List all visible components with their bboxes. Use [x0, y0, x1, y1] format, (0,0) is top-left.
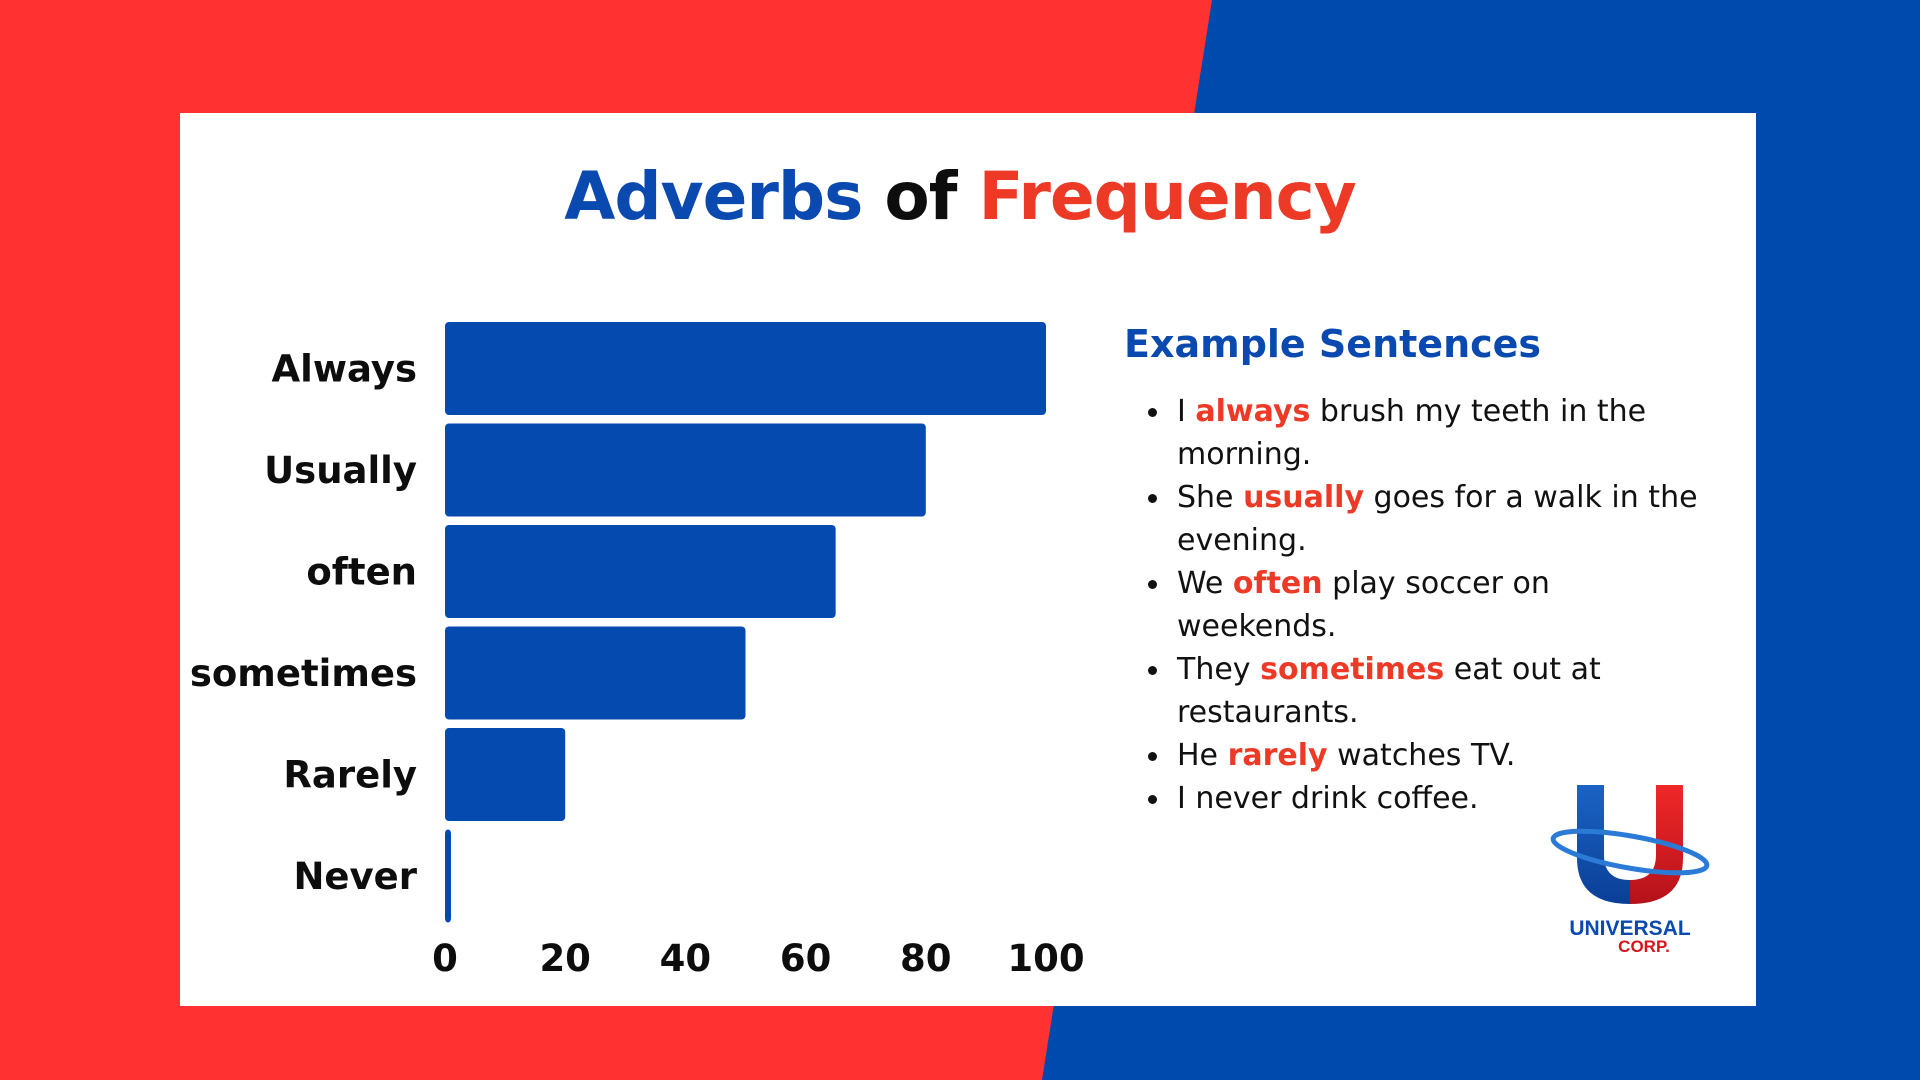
universal-corp-logo: UNIVERSAL CORP. — [1550, 785, 1710, 956]
sentence-text: He — [1177, 738, 1228, 773]
logo-orbit-icon — [1550, 828, 1710, 876]
content-card — [180, 113, 1756, 1006]
logo-text-universal: UNIVERSAL — [1569, 917, 1691, 940]
example-sentence: I always brush my teeth in the morning. — [1124, 390, 1714, 476]
bars-group — [445, 322, 1046, 923]
sentence-text: goes for a walk in the evening. — [1177, 480, 1698, 558]
bar-always — [445, 322, 1046, 415]
examples-heading: Example Sentences — [1124, 322, 1542, 366]
adverb-keyword: often — [1232, 566, 1323, 601]
bar-sometimes — [445, 626, 746, 720]
example-sentence: I never drink coffee. — [1124, 777, 1714, 820]
adverb-keyword: sometimes — [1260, 652, 1445, 687]
category-label-sometimes: sometimes — [190, 652, 417, 695]
category-label-usually: Usually — [264, 449, 417, 492]
sentence-text: I — [1177, 394, 1196, 429]
page-title: Adverbs of Frequency — [0, 158, 1920, 235]
x-tick-label-100: 100 — [1007, 937, 1084, 980]
x-tick-label-0: 0 — [432, 937, 458, 980]
x-tick-label-40: 40 — [660, 937, 712, 980]
sentence-text: She — [1177, 480, 1244, 515]
logo-text-corp: CORP. — [1618, 937, 1670, 956]
sentence-text: play soccer on weekends. — [1177, 566, 1550, 644]
example-sentence: They sometimes eat out at restaurants. — [1124, 648, 1714, 734]
sentence-text: They — [1177, 652, 1261, 687]
logo-u-left-icon — [1577, 785, 1630, 904]
bar-often — [445, 525, 836, 618]
sentence-text: brush my teeth in the morning. — [1177, 394, 1647, 472]
example-sentences-list: I always brush my teeth in the morning. S… — [1124, 390, 1714, 820]
adverb-keyword: rarely — [1227, 738, 1328, 773]
bar-never — [445, 829, 452, 923]
example-sentence: He rarely watches TV. — [1124, 734, 1714, 777]
sentence-text: We — [1177, 566, 1233, 601]
sentence-text: watches TV. — [1327, 738, 1516, 773]
category-label-never: Never — [293, 855, 417, 898]
bar-usually — [445, 423, 926, 517]
category-label-often: often — [306, 551, 417, 594]
sentence-text: eat out at restaurants. — [1177, 652, 1601, 730]
adverb-keyword: always — [1195, 394, 1311, 429]
title-word-frequency: Frequency — [978, 158, 1356, 235]
example-sentence: We often play soccer on weekends. — [1124, 562, 1714, 648]
sentence-text: I never drink coffee. — [1177, 781, 1479, 816]
category-labels-group: Always Usually often sometimes Rarely Never — [190, 348, 418, 899]
bar-rarely — [445, 728, 566, 821]
x-tick-label-20: 20 — [539, 937, 591, 980]
x-tick-labels-group: 0 20 40 60 80 100 — [432, 937, 1084, 980]
x-tick-label-60: 60 — [780, 937, 832, 980]
title-word-adverbs: Adverbs — [564, 158, 863, 235]
category-label-rarely: Rarely — [283, 754, 417, 797]
title-word-of: of — [884, 158, 957, 235]
adverb-keyword: usually — [1243, 480, 1364, 515]
example-sentence: She usually goes for a walk in the eveni… — [1124, 476, 1714, 562]
category-label-always: Always — [272, 348, 417, 391]
x-tick-label-80: 80 — [900, 937, 952, 980]
